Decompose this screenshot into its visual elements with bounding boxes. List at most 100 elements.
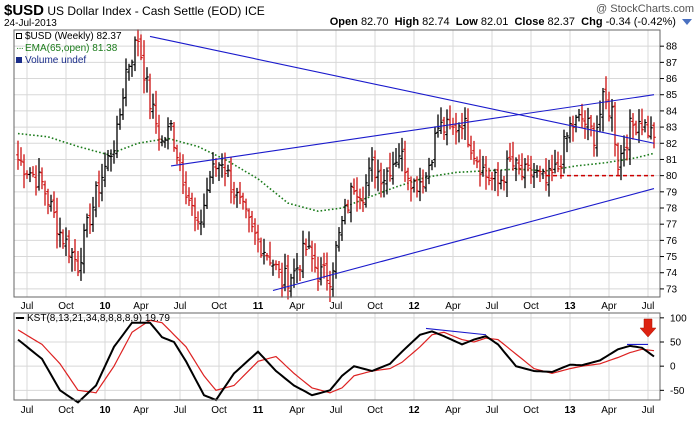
price-bar [139, 34, 143, 61]
price-bar [190, 192, 194, 216]
y-tick-label: 88 [666, 42, 678, 53]
price-bar [91, 196, 95, 232]
x-tick-label: Apr [445, 301, 461, 312]
price-bar [358, 188, 362, 210]
price-bar [313, 243, 317, 273]
y-tick-label: 76 [666, 236, 678, 247]
dropdown-arrow-icon[interactable] [682, 19, 692, 26]
y-tick-label: 77 [666, 220, 678, 231]
price-bar [142, 40, 146, 94]
x-tick-label: Jul [642, 405, 655, 416]
price-bar [622, 135, 626, 167]
price-bar [229, 156, 233, 204]
price-bar [409, 176, 413, 202]
price-bar [292, 258, 296, 288]
legend-volume: Volume undef [16, 55, 122, 67]
price-bar [121, 88, 125, 120]
price-bar [205, 177, 209, 209]
price-bar [523, 158, 527, 189]
price-bar [448, 105, 452, 130]
price-bar [307, 231, 311, 250]
price-bar [589, 114, 593, 137]
legend-ema: ··· EMA(65,open) 81.38 [16, 43, 118, 54]
trendline [170, 94, 655, 167]
price-bar [148, 73, 152, 120]
price-bar [301, 230, 305, 279]
price-bar [145, 67, 149, 93]
price-bar [175, 144, 179, 165]
price-bar [538, 165, 542, 183]
price-bar [592, 122, 596, 157]
price-bar [418, 167, 422, 202]
price-bar [472, 140, 476, 165]
price-bars [16, 29, 656, 302]
kst-y-axis: -50 0 50 100 [660, 313, 687, 397]
price-bar [373, 150, 377, 189]
legend-main: $USD (Weekly) 82.37 [16, 31, 122, 43]
price-bar [319, 257, 323, 286]
price-bar [124, 58, 128, 107]
ema-line [17, 132, 655, 213]
price-bar [151, 93, 155, 119]
price-bar [226, 164, 230, 178]
price-bar [619, 144, 623, 181]
price-bar [604, 76, 608, 110]
price-bar [634, 120, 638, 136]
price-bar [529, 155, 533, 184]
close-value: 82.37 [547, 16, 576, 28]
price-bar [595, 115, 599, 157]
x-tick-label: Apr [133, 405, 149, 416]
price-bar [265, 252, 269, 261]
price-bar [556, 151, 560, 173]
price-bar [52, 191, 56, 218]
price-bar [343, 198, 347, 225]
price-bar [94, 181, 98, 218]
price-bar [424, 172, 428, 192]
main-grid [14, 30, 660, 297]
y-tick-label: 80 [666, 171, 678, 182]
price-bar [406, 167, 410, 191]
low-label: Low [455, 16, 478, 28]
price-bar [277, 261, 281, 279]
price-bar [184, 171, 188, 205]
price-bar [610, 98, 614, 132]
price-bar [364, 174, 368, 208]
price-bar [169, 120, 173, 131]
x-tick-label: 10 [99, 301, 111, 312]
kst-frame [13, 312, 661, 401]
price-bar [295, 253, 299, 284]
x-tick-label: Jul [174, 405, 187, 416]
price-bar [271, 259, 275, 276]
kst-lines [17, 318, 657, 404]
x-tick-label: Apr [445, 405, 461, 416]
price-bar [253, 218, 257, 245]
price-bar [64, 227, 68, 257]
price-bar [463, 107, 467, 141]
price-bar [649, 116, 653, 140]
price-bar [235, 187, 239, 208]
price-bar [562, 129, 566, 174]
price-bar [541, 168, 545, 180]
price-bar [160, 135, 164, 147]
price-bar [220, 153, 224, 178]
price-bar [28, 167, 32, 183]
price-bar [286, 254, 290, 300]
price-bar [115, 115, 119, 159]
price-bar [304, 238, 308, 256]
kst-panel-border [13, 312, 661, 401]
price-bar [19, 147, 23, 166]
price-bar [511, 141, 515, 171]
price-bar [178, 152, 182, 172]
price-bar [439, 107, 443, 134]
price-bar [280, 262, 284, 298]
x-tick-label: Oct [523, 301, 539, 312]
price-bar [31, 166, 35, 178]
x-tick-label: Oct [367, 405, 383, 416]
price-bar [76, 250, 80, 277]
price-bar [544, 158, 548, 191]
price-bar [490, 172, 494, 191]
price-bar [613, 101, 617, 157]
ema-path [17, 132, 655, 213]
price-bar [451, 117, 455, 135]
y-tick-label: 74 [666, 268, 678, 279]
